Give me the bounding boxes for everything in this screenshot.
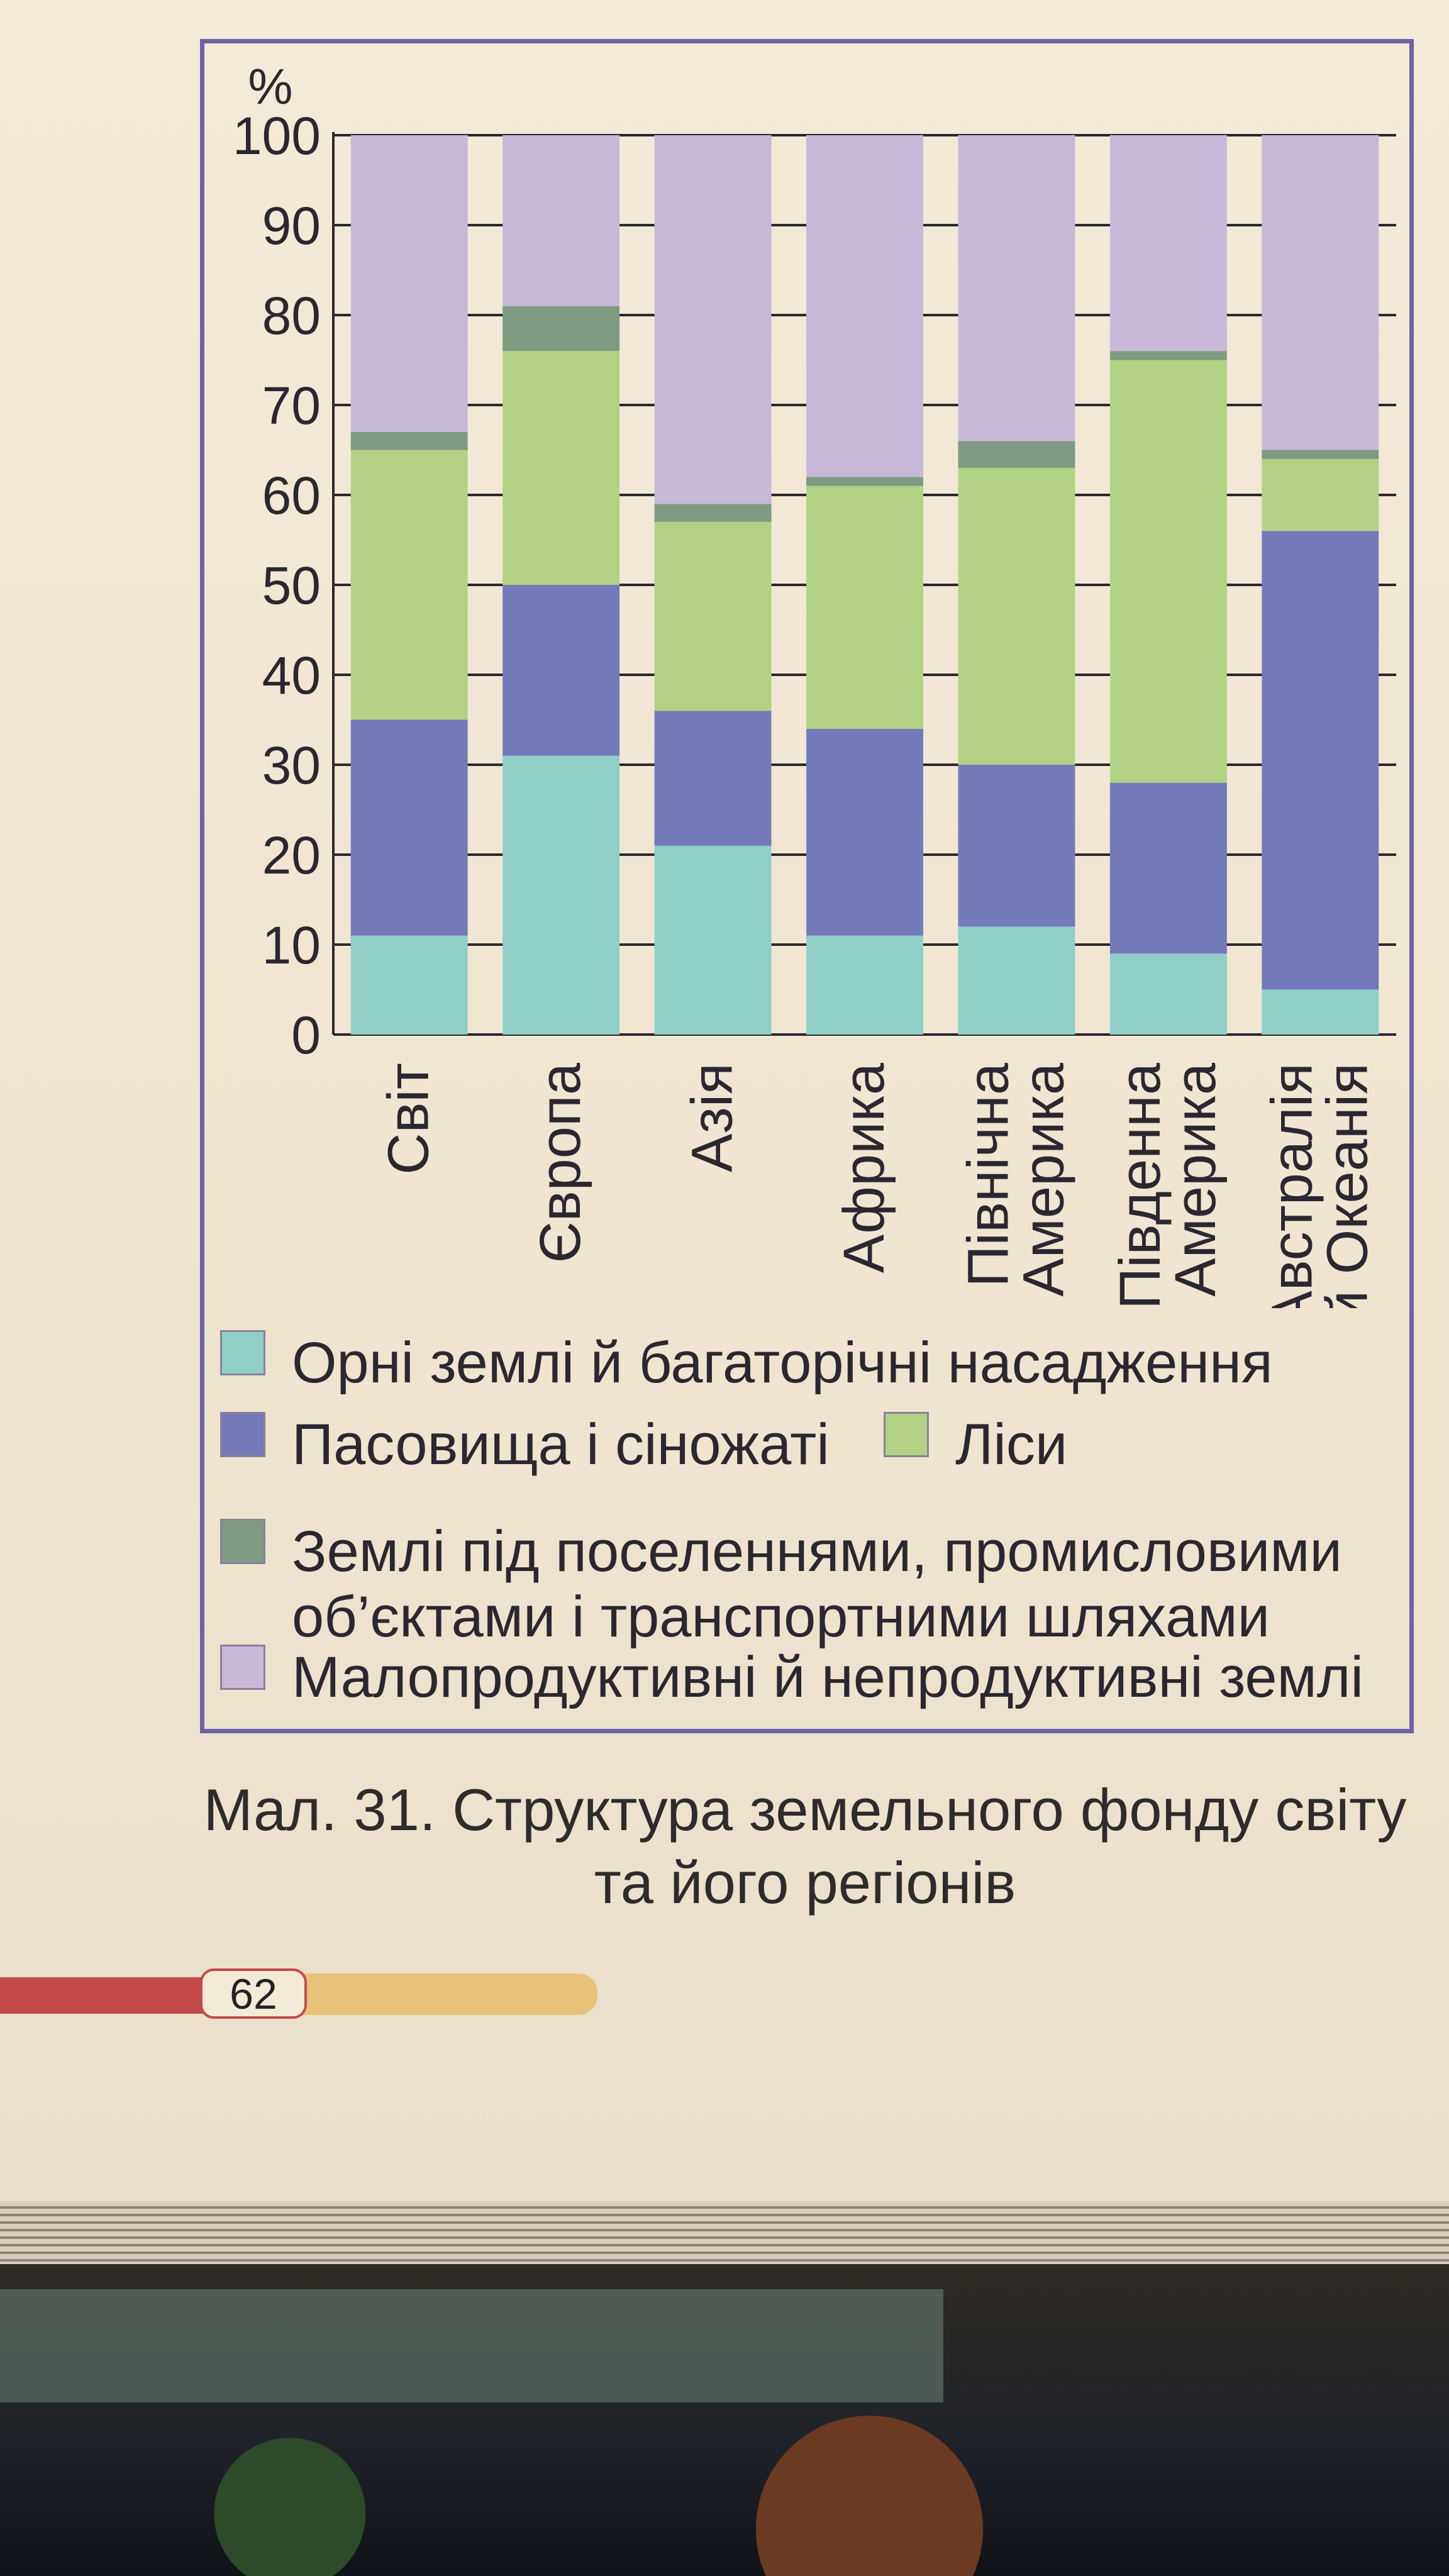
svg-text:Австраліяй Океанія: Австраліяй Океанія <box>1260 1063 1379 1308</box>
y-tick-label-40: 40 <box>262 646 321 705</box>
footer-red-band <box>0 1977 208 2014</box>
bar-segment-c2-s1 <box>654 711 772 846</box>
bar-segment-c5-s4 <box>1109 135 1227 352</box>
y-tick-label-10: 10 <box>262 916 321 975</box>
bar-segment-c3-s0 <box>806 935 923 1035</box>
legend-label-unproductive: Малопродуктивні й непродуктивні землі <box>292 1645 1363 1709</box>
legend-label-arable: Орні землі й багаторічні насадження <box>292 1331 1273 1395</box>
figure-caption: Мал. 31. Структура земельного фонду світ… <box>203 1777 1407 1916</box>
page-number: 62 <box>200 1968 307 2019</box>
svg-text:Світ: Світ <box>377 1063 441 1175</box>
bar-segment-c5-s2 <box>1109 360 1227 783</box>
y-tick-label-100: 100 <box>233 106 321 165</box>
legend-swatch-forest <box>884 1412 929 1457</box>
legend-item-unproductive: Малопродуктивні й непродуктивні землі <box>220 1645 1363 1710</box>
legend-item-arable: Орні землі й багаторічні насадження <box>220 1330 1273 1396</box>
bar-segment-c2-s4 <box>654 135 772 504</box>
x-tick-label-3: Африка <box>832 1062 896 1273</box>
svg-text:ПівнічнаАмерика: ПівнічнаАмерика <box>956 1062 1075 1297</box>
y-tick-label-70: 70 <box>262 376 321 435</box>
textbook-page: 0 10 20 30 40 50 60 70 80 90 100% Світ Європа Азія Афр… <box>0 0 1449 2214</box>
stacked-bar-chart: 0 10 20 30 40 50 60 70 80 90 100% Світ Європа Азія Афр… <box>233 58 1396 1308</box>
bar-segment-c3-s1 <box>806 728 923 936</box>
y-tick-label-30: 30 <box>262 736 321 795</box>
bar-segment-c6-s1 <box>1262 531 1379 990</box>
bar-segment-c3-s4 <box>806 135 923 477</box>
svg-text:Європа: Європа <box>528 1062 592 1263</box>
bar-segment-c3-s3 <box>806 477 923 486</box>
bar-segment-c0-s0 <box>350 935 468 1035</box>
chart-frame <box>200 39 1414 1733</box>
x-tick-label-1: Європа <box>528 1062 592 1263</box>
bar-segment-c1-s4 <box>502 135 620 306</box>
bar-segment-c0-s3 <box>350 431 468 450</box>
bar-segment-c4-s0 <box>958 926 1075 1035</box>
bar-segment-c6-s3 <box>1262 450 1379 459</box>
bar-segment-c4-s1 <box>958 765 1075 927</box>
y-tick-label-0: 0 <box>291 1006 321 1065</box>
svg-text:ПівденнаАмерика: ПівденнаАмерика <box>1108 1062 1228 1308</box>
bar-segment-c4-s3 <box>958 441 1075 469</box>
legend-label-forest: Ліси <box>955 1413 1068 1477</box>
legend-label-settlements: Землі під поселеннями, промисловими об’є… <box>292 1519 1342 1649</box>
bar-segment-c6-s0 <box>1262 989 1379 1035</box>
bar-segment-c0-s1 <box>350 719 468 936</box>
bar-segment-c5-s3 <box>1109 351 1227 360</box>
y-tick-label-20: 20 <box>262 826 321 885</box>
bar-segment-c5-s1 <box>1109 782 1227 954</box>
bar-segment-c4-s4 <box>958 135 1075 441</box>
bar-segment-c6-s2 <box>1262 458 1379 531</box>
bar-segment-c2-s2 <box>654 521 772 711</box>
svg-text:Африка: Африка <box>832 1062 896 1273</box>
legend-item-settlements: Землі під поселеннями, промисловими об’є… <box>220 1519 1342 1650</box>
bar-segment-c6-s4 <box>1262 135 1379 450</box>
bar-segment-c1-s0 <box>502 755 620 1035</box>
bar-segment-c0-s2 <box>350 450 468 720</box>
legend-swatch-pasture <box>220 1412 265 1457</box>
bar-segment-c5-s0 <box>1109 953 1227 1035</box>
x-tick-label-6: Австраліяй Океанія <box>1260 1063 1379 1308</box>
y-tick-label-50: 50 <box>262 556 321 615</box>
y-tick-label-60: 60 <box>262 466 321 525</box>
svg-text:Азія: Азія <box>680 1063 745 1172</box>
legend-label-pasture: Пасовища і сіножаті <box>292 1413 830 1477</box>
book-page-edges <box>0 2201 1449 2264</box>
bar-segment-c2-s3 <box>654 504 772 522</box>
legend-item-pasture: Пасовища і сіножаті <box>220 1412 830 1477</box>
bar-segment-c1-s3 <box>502 306 620 352</box>
legend-item-forest: Ліси <box>884 1412 1067 1477</box>
bar-segment-c1-s2 <box>502 351 620 585</box>
legend-swatch-arable <box>220 1330 265 1375</box>
x-tick-label-2: Азія <box>680 1063 745 1172</box>
x-tick-label-4: ПівнічнаАмерика <box>956 1062 1075 1297</box>
page-footer: 62 <box>0 1968 604 2019</box>
footer-yellow-band <box>296 1974 597 2015</box>
y-tick-label-90: 90 <box>262 196 321 255</box>
legend-swatch-unproductive <box>220 1645 265 1690</box>
y-tick-label-80: 80 <box>262 286 321 345</box>
background-plastic-strip <box>0 2289 943 2402</box>
bar-segment-c4-s2 <box>958 468 1075 765</box>
bar-segment-c2-s0 <box>654 845 772 1035</box>
y-axis-unit-label: % <box>248 58 292 114</box>
bar-segment-c1-s1 <box>502 585 620 756</box>
x-tick-label-5: ПівденнаАмерика <box>1108 1062 1228 1308</box>
bar-segment-c0-s4 <box>350 135 468 432</box>
bar-segment-c3-s2 <box>806 486 923 729</box>
x-tick-label-0: Світ <box>377 1063 441 1175</box>
legend-swatch-settlements <box>220 1519 265 1564</box>
background-tablecloth <box>0 2264 1449 2576</box>
